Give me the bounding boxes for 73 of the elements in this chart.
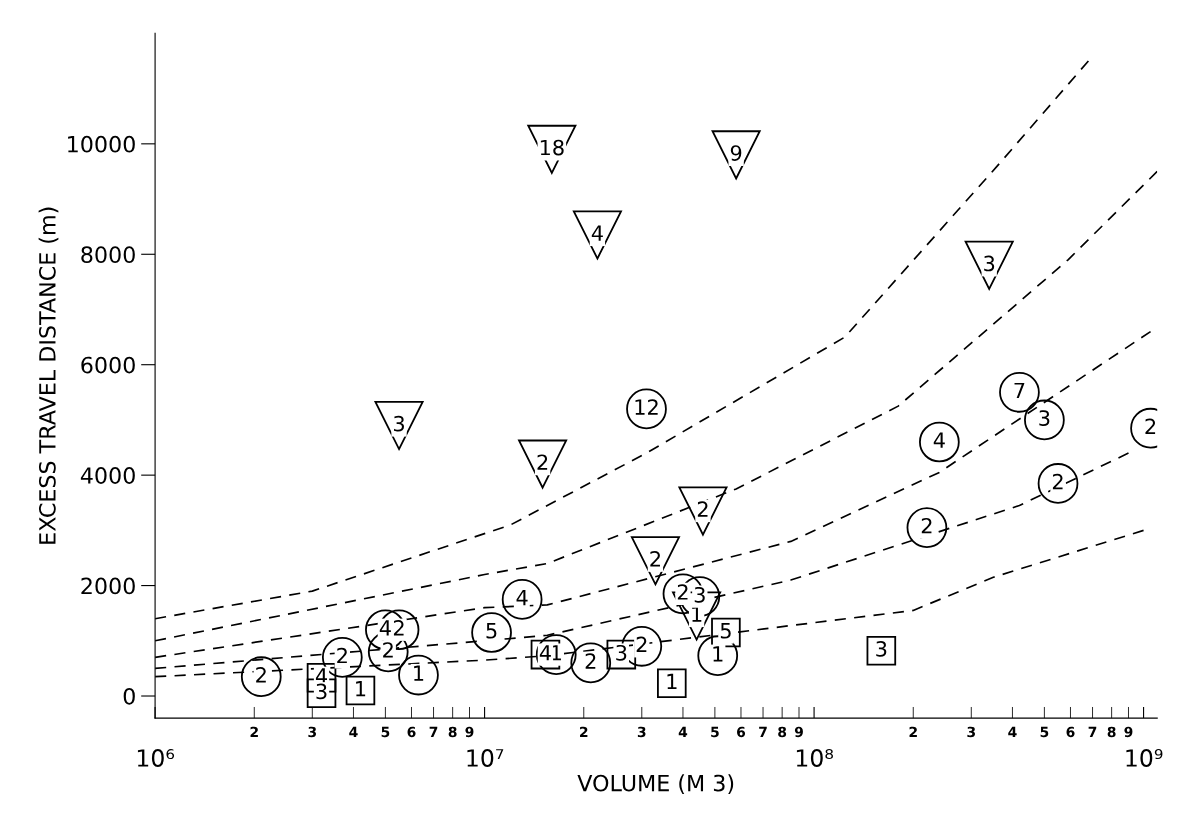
text: 3 [967, 726, 976, 738]
annotation: 2 [1145, 418, 1156, 434]
text: 2 [909, 726, 917, 737]
text: 9 [794, 726, 803, 738]
annotation: 3 [694, 586, 705, 603]
text: 6 [737, 726, 746, 738]
text: 6 [407, 726, 416, 738]
annotation: 3 [616, 644, 627, 661]
annotation: 3 [316, 683, 327, 700]
x-tick-label: 10⁶ [137, 749, 175, 767]
text: 8 [448, 726, 457, 738]
text: 6 [1066, 726, 1075, 738]
text: 3 [637, 726, 646, 738]
y-tick-label: 4000 [80, 467, 135, 484]
annotation: 5 [486, 623, 497, 639]
annotation: 3 [984, 255, 995, 272]
text: 5 [711, 726, 719, 738]
text: 7 [1088, 726, 1097, 737]
annotation: 4 [315, 668, 327, 684]
x-tick-label: 10⁸ [796, 749, 833, 767]
text: 3 [308, 726, 317, 738]
annotation: 7 [1014, 382, 1025, 399]
annotation: 4 [379, 620, 391, 636]
y-tick-label: 2000 [81, 577, 135, 595]
text: 9 [1124, 726, 1133, 738]
annotation: 4 [591, 225, 603, 241]
annotation: 2 [256, 666, 266, 683]
text: 7 [429, 726, 438, 737]
annotation: 2 [537, 454, 548, 470]
annotation: 3 [394, 415, 404, 432]
annotation: 2 [337, 647, 347, 664]
y-axis-title: EXCESS TRAVEL DISTANCE (m) [38, 207, 59, 544]
x-tick-label: 10⁷ [467, 749, 504, 767]
annotation: 3 [876, 641, 887, 657]
annotation: 4 [933, 432, 945, 448]
annotation: 1 [692, 606, 702, 622]
annotation: 1 [667, 673, 677, 690]
annotation: 12 [635, 399, 658, 415]
annotation: 2 [585, 653, 596, 669]
annotation: 2 [393, 620, 404, 636]
text: 5 [381, 726, 390, 738]
text: 4 [1008, 726, 1017, 737]
annotation: 4 [516, 589, 528, 606]
text: 2 [250, 726, 258, 737]
text: 4 [349, 726, 358, 737]
annotation: 2 [383, 642, 393, 658]
text: 9 [465, 726, 474, 738]
annotation: 4 [539, 645, 551, 661]
x-tick-label: 10⁹ [1126, 749, 1163, 767]
text: 2 [580, 726, 588, 737]
annotation: 2 [636, 636, 647, 653]
text: 8 [778, 726, 787, 738]
y-tick-label: 8000 [81, 246, 135, 264]
y-tick-label: 0 [123, 687, 135, 705]
annotation: 2 [921, 517, 932, 534]
annotation: 1 [356, 681, 366, 697]
y-tick-label: 6000 [81, 356, 135, 374]
annotation: 9 [730, 145, 742, 161]
annotation: 5 [720, 623, 731, 639]
annotation: 2 [1052, 473, 1063, 490]
x-axis-title: VOLUME (M 3) [577, 774, 734, 795]
annotation: 1 [713, 646, 723, 662]
y-tick-label: 10000 [68, 135, 135, 153]
annotation: 2 [697, 501, 708, 517]
annotation: 2 [677, 584, 688, 600]
annotation: 18 [540, 139, 564, 156]
annotation: 2 [650, 551, 660, 567]
text: 4 [678, 726, 688, 737]
annotation: 1 [414, 665, 424, 681]
text: 5 [1040, 726, 1049, 738]
text: 8 [1107, 726, 1116, 738]
text: 7 [759, 726, 767, 737]
annotation: 3 [1039, 410, 1050, 426]
